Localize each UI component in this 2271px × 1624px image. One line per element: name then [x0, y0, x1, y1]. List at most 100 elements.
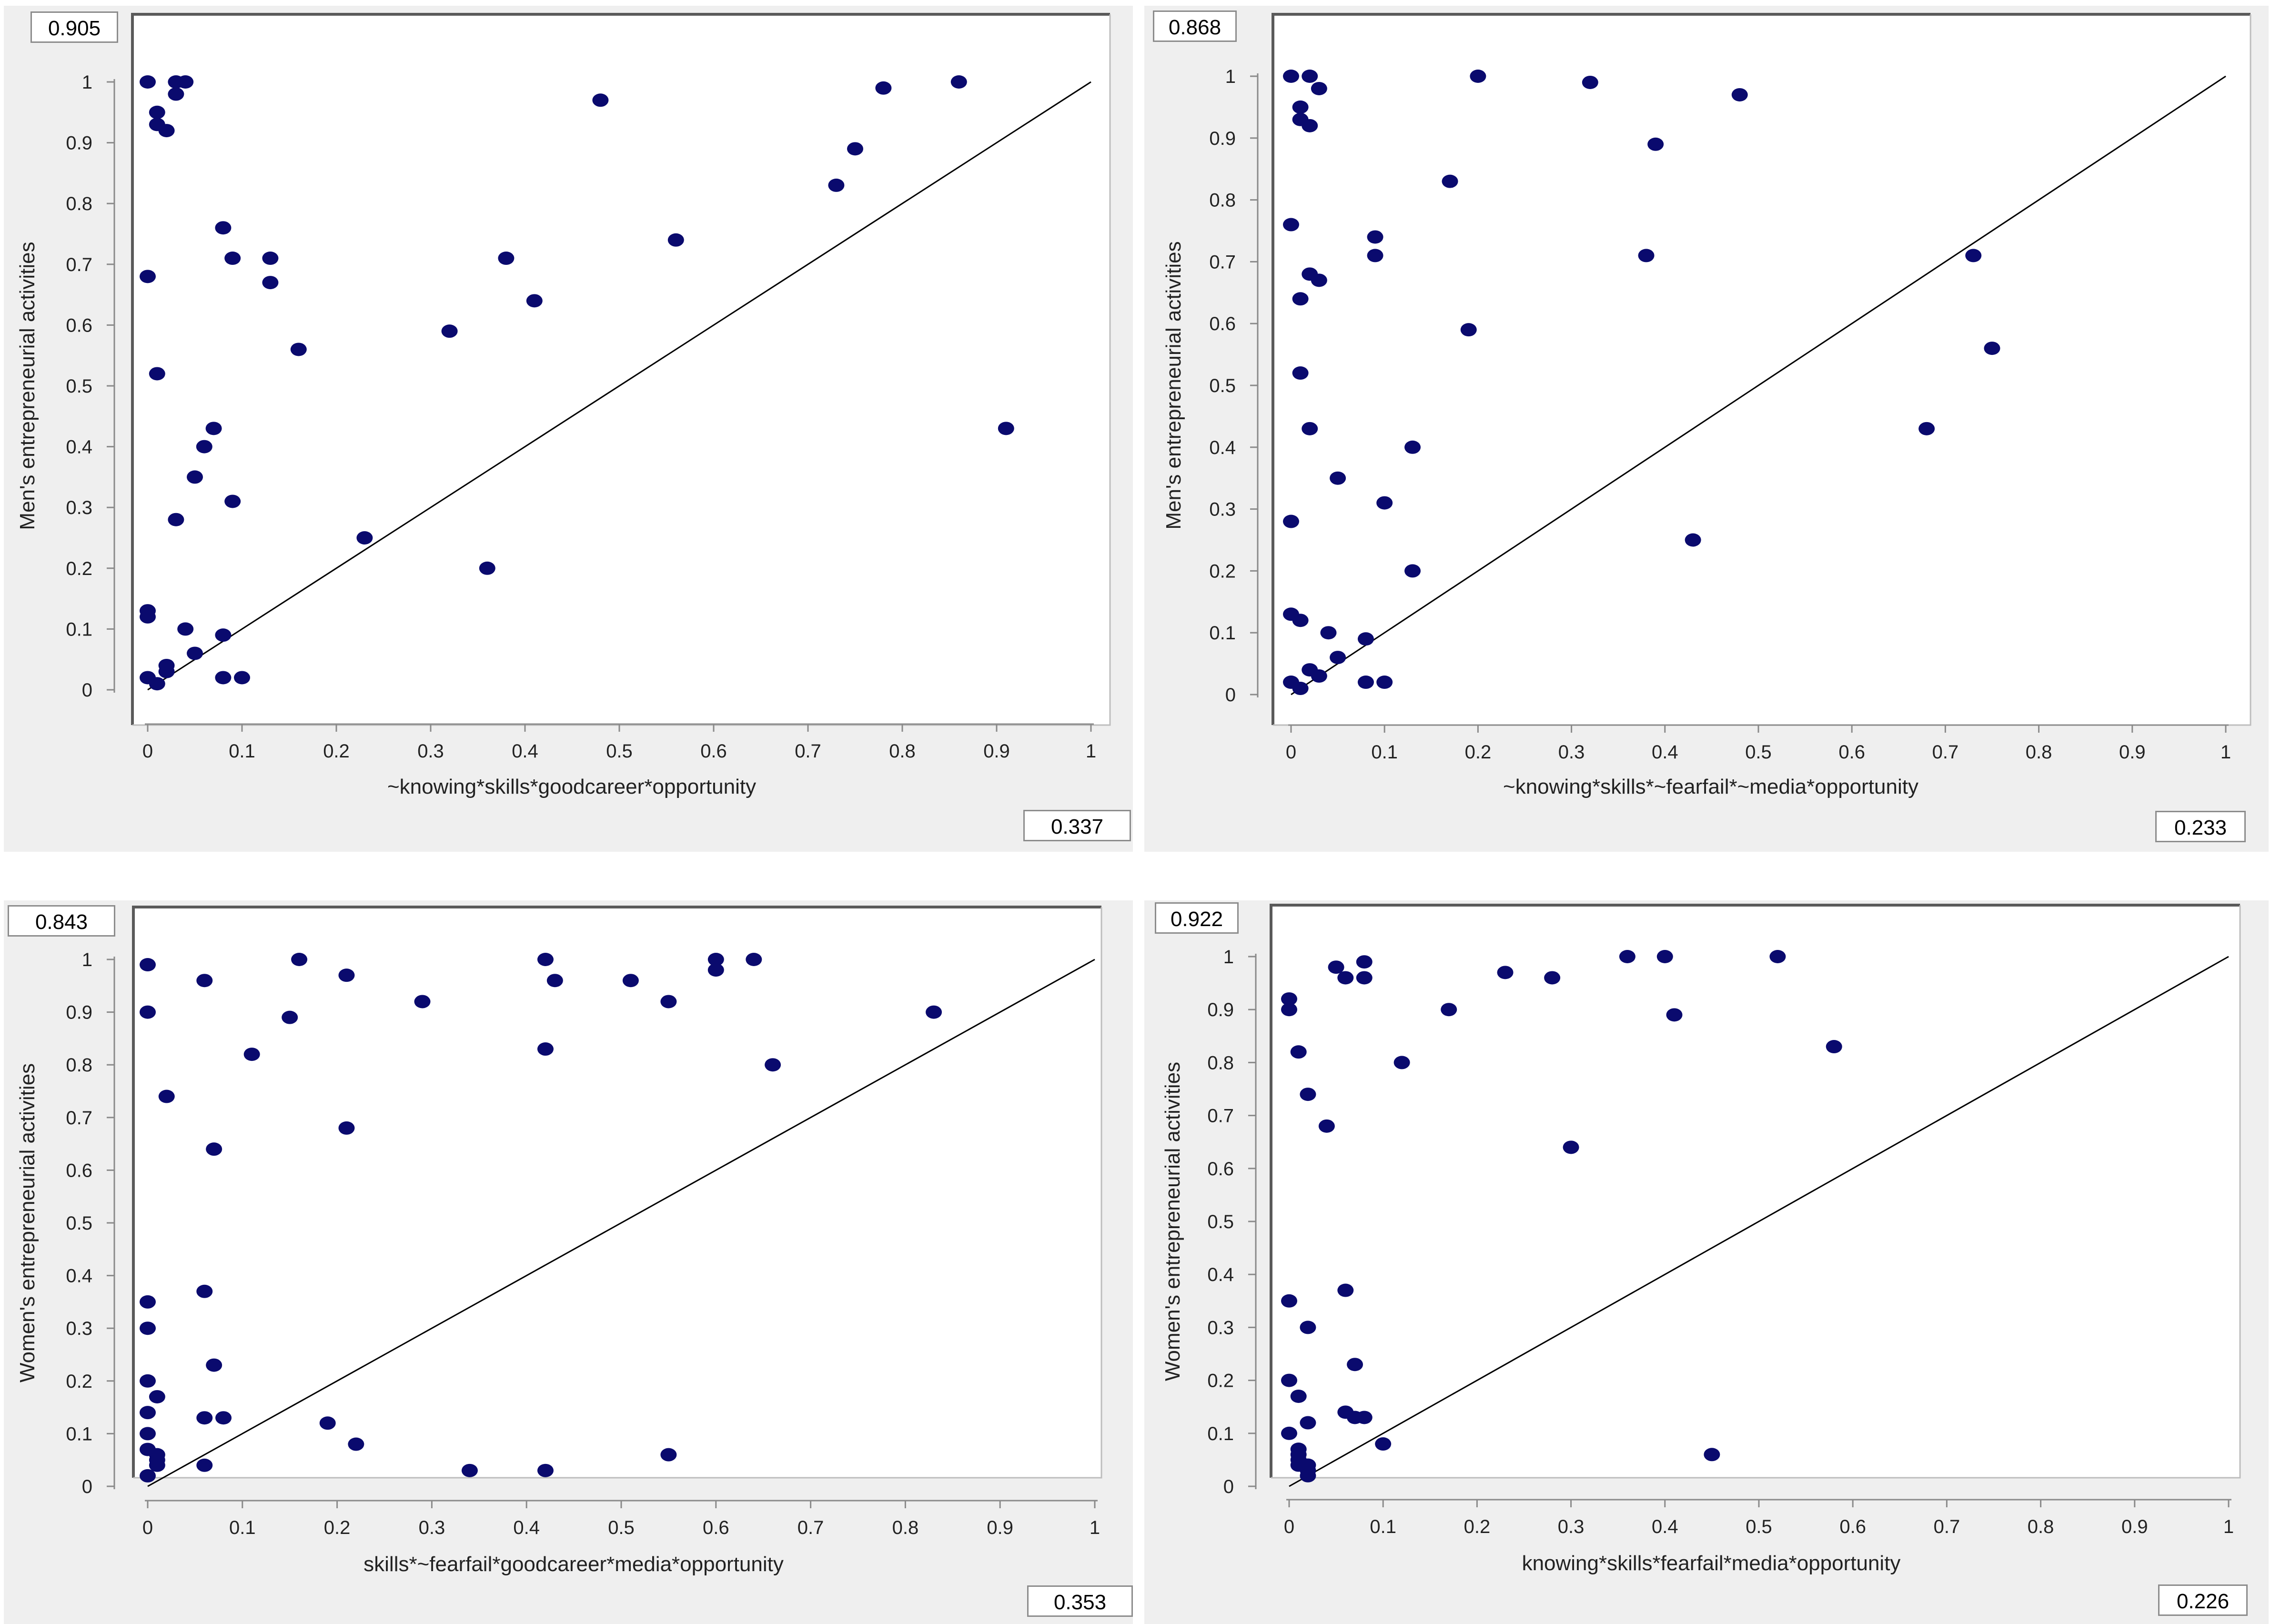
data-point	[1460, 323, 1477, 337]
y-tick-label: 0.4	[66, 437, 92, 458]
data-point	[1376, 676, 1393, 689]
data-point	[926, 1005, 942, 1019]
data-point	[1826, 1040, 1842, 1054]
scatter-plot-3: 0 0.1 0.2 0.3 0.4 0.5 0.6 0.7 0.8 0.9 1 0 0.1 0.2 0.3 0…	[16, 906, 1102, 1576]
data-point	[140, 1295, 156, 1309]
y-tick-label: 0.1	[66, 619, 92, 640]
data-point	[1292, 366, 1309, 380]
x-tick-label: 0.8	[2026, 742, 2052, 763]
data-point	[338, 968, 355, 982]
y-tick-label: 0.3	[1207, 1317, 1234, 1338]
data-point	[196, 974, 213, 988]
data-point	[847, 142, 863, 156]
data-point	[1281, 1373, 1297, 1387]
data-point	[1769, 950, 1786, 963]
data-point	[149, 367, 165, 381]
data-point	[1442, 174, 1458, 188]
frame-border	[1271, 905, 2241, 1479]
data-point	[1283, 218, 1299, 232]
x-tick-label: 0	[142, 741, 153, 762]
data-point	[149, 105, 165, 119]
data-point	[1356, 971, 1373, 985]
data-point	[1281, 1003, 1297, 1017]
data-point	[140, 1005, 156, 1019]
plot-area	[1273, 14, 2251, 725]
data-point	[140, 270, 156, 283]
data-point	[667, 233, 684, 247]
data-point	[1311, 273, 1327, 287]
scatter-plot-2: 0 0.1 0.2 0.3 0.4 0.5 0.6 0.7 0.8 0.9 1 0 0.1 0.2 0.3 0…	[1162, 13, 2251, 798]
data-point	[1302, 119, 1318, 132]
data-point	[1283, 70, 1299, 83]
x-tick-label: 0.7	[1932, 742, 1959, 763]
data-point	[828, 178, 845, 192]
y-tick-label: 0.9	[1207, 999, 1234, 1020]
data-point	[140, 1469, 156, 1483]
data-point	[1347, 1358, 1363, 1372]
y-tick-label: 1	[82, 72, 92, 93]
data-point	[1357, 632, 1374, 646]
data-point	[1281, 1294, 1297, 1308]
y-axis-label: Men's entrepreneurial activities	[16, 242, 39, 530]
x-tick-label: 0.6	[700, 741, 727, 762]
data-point	[461, 1463, 478, 1477]
x-tick-label: 0.9	[2121, 1516, 2148, 1537]
data-point	[158, 124, 175, 138]
data-point	[1292, 614, 1309, 627]
data-point	[1376, 496, 1393, 510]
data-point	[140, 1321, 156, 1335]
data-point	[140, 958, 156, 972]
coverage-box: 0.337	[1023, 810, 1131, 841]
data-point	[1300, 1321, 1316, 1334]
data-point	[215, 1411, 232, 1425]
data-point	[158, 665, 175, 678]
y-tick-label: 0.8	[66, 1055, 92, 1076]
data-point	[1965, 249, 1982, 262]
y-tick-label: 0.1	[1207, 1423, 1234, 1444]
y-tick-label: 1	[82, 949, 92, 970]
y-tick-label: 1	[1223, 947, 1234, 968]
diagonal-reference-line	[147, 958, 1095, 1487]
x-tick-label: 0.3	[1558, 742, 1585, 763]
y-tick-label: 1	[1225, 66, 1236, 87]
data-point	[1337, 971, 1354, 985]
x-tick-label: 0.4	[512, 741, 538, 762]
data-point	[215, 671, 232, 685]
y-tick-label: 0.5	[1207, 1211, 1234, 1232]
x-axis-label: ~knowing*skills*goodcareer*opportunity	[387, 775, 756, 798]
x-tick-label: 0.2	[1464, 1516, 1491, 1537]
x-tick-label: 0.9	[2119, 742, 2146, 763]
coverage-box: 0.353	[1027, 1585, 1133, 1617]
data-point	[206, 1358, 222, 1372]
y-tick-label: 0.5	[66, 376, 92, 397]
data-point	[262, 276, 279, 290]
data-point	[338, 1121, 355, 1135]
frame-border	[1272, 13, 2251, 725]
data-point	[1356, 955, 1373, 969]
data-point	[149, 1458, 165, 1472]
y-tick-label: 0.8	[1209, 190, 1236, 211]
y-tick-label: 0.8	[66, 193, 92, 214]
x-tick-label: 0.4	[1652, 1516, 1678, 1537]
x-tick-label: 0.8	[2028, 1516, 2054, 1537]
frame-border	[1270, 904, 2240, 1478]
data-point	[707, 953, 724, 966]
data-point	[168, 87, 184, 101]
y-tick-label: 0.7	[66, 1108, 92, 1129]
data-point	[224, 494, 241, 508]
x-tick-label: 0	[142, 1517, 153, 1538]
x-tick-label: 0.1	[229, 741, 255, 762]
data-point	[140, 1427, 156, 1441]
data-point	[1300, 1088, 1316, 1101]
plot-area	[1271, 905, 2240, 1478]
y-tick-label: 0.7	[1209, 252, 1236, 272]
data-point	[1367, 230, 1383, 244]
data-point	[1544, 971, 1561, 985]
data-point	[1704, 1448, 1720, 1462]
chart-panel-1: 0 0.1 0.2 0.3 0.4 0.5 0.6 0.7 0.8 0.9 1 0 0.1 0.2 0.3 0…	[4, 6, 1133, 852]
data-point	[1918, 422, 1935, 435]
diagonal-reference-line	[147, 81, 1091, 691]
data-point	[1290, 1045, 1307, 1059]
data-point	[441, 324, 458, 338]
chart-panel-3: 0 0.1 0.2 0.3 0.4 0.5 0.6 0.7 0.8 0.9 1 0 0.1 0.2 0.3 0…	[4, 900, 1133, 1624]
